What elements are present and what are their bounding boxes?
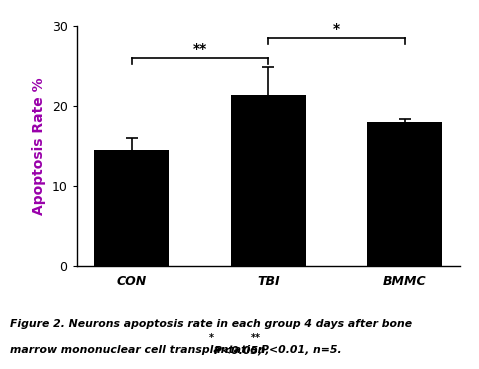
Text: *: * (333, 22, 340, 36)
Y-axis label: Apoptosis Rate %: Apoptosis Rate % (32, 77, 46, 214)
Text: P<0.05;: P<0.05; (214, 345, 266, 355)
Text: **: ** (251, 333, 261, 343)
Bar (367, 122, 443, 266)
Bar (231, 95, 306, 266)
Text: Figure 2. Neurons apoptosis rate in each group 4 days after bone: Figure 2. Neurons apoptosis rate in each… (10, 319, 412, 329)
Text: marrow mononuclear cell transplantation,: marrow mononuclear cell transplantation, (10, 345, 273, 355)
Text: *: * (208, 333, 213, 343)
Bar (94, 150, 169, 266)
Text: P<0.01, n=5.: P<0.01, n=5. (261, 345, 342, 355)
Text: **: ** (193, 42, 207, 56)
